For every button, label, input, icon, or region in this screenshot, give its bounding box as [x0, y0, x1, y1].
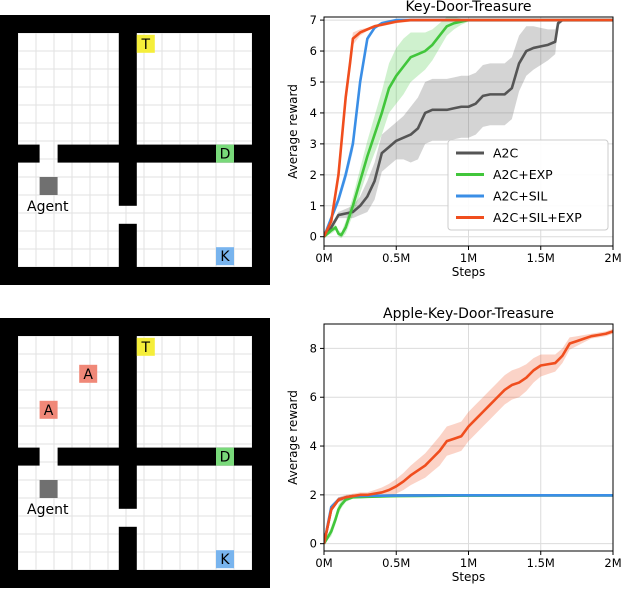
- y-tick-label: 4: [310, 106, 317, 120]
- apple-tile: A: [39, 400, 58, 419]
- chart-title: Key-Door-Treasure: [405, 0, 531, 15]
- x-tick-label: 1M: [460, 556, 477, 570]
- wall-vertical-upper: [118, 318, 137, 509]
- agent-square: [39, 480, 58, 498]
- wall-vertical-lower: [118, 223, 137, 285]
- key-tile-cell: [216, 247, 234, 266]
- door-tile-label: D: [220, 147, 231, 163]
- door-tile-cell: [216, 144, 234, 163]
- apple-tile-label: A: [44, 403, 54, 419]
- plot-area: [324, 328, 613, 545]
- wall-horizontal-left: [0, 144, 40, 163]
- ticks: 0M 0.5M 1M 1.5M 2M 0 2 4 6 8: [310, 341, 622, 570]
- treasure-tile-cell: [136, 337, 155, 356]
- x-tick-label: 0M: [315, 556, 332, 570]
- apple-tile-cell: [79, 364, 98, 383]
- y-tick-label: 0: [310, 230, 317, 244]
- legend-label: A2C: [493, 146, 519, 161]
- treasure-tile-label: T: [141, 340, 151, 356]
- y-tick-label: 8: [310, 341, 317, 355]
- agent-label: Agent: [27, 199, 69, 215]
- x-axis-label: Steps: [452, 265, 486, 279]
- wall-horizontal-right: [57, 447, 270, 466]
- door-tile: D: [216, 144, 234, 163]
- door-tile-cell: [216, 447, 234, 466]
- agent-label: Agent: [27, 502, 69, 518]
- key-tile-cell: [216, 550, 234, 569]
- treasure-tile-cell: [136, 34, 155, 53]
- key-tile-label: K: [220, 552, 230, 568]
- agent: Agent: [27, 480, 69, 518]
- wall-horizontal-right: [57, 144, 270, 163]
- legend-box: [447, 139, 609, 231]
- wall-vertical-upper: [118, 15, 137, 206]
- door-tile: D: [216, 447, 234, 466]
- wall-horizontal-left: [0, 447, 40, 466]
- x-tick-label: 0.5M: [382, 556, 410, 570]
- y-axis-label: Average reward: [286, 390, 300, 485]
- treasure-tile-label: T: [141, 37, 151, 53]
- agent-square: [39, 177, 58, 195]
- grid-map-key-door-treasure: T D K Agent: [0, 15, 270, 285]
- y-tick-label: 6: [310, 44, 317, 58]
- y-tick-label: 4: [310, 439, 317, 453]
- x-tick-label: 1M: [460, 251, 477, 265]
- x-tick-label: 2M: [604, 251, 621, 265]
- walls: [0, 15, 270, 285]
- apple-tile: A: [79, 364, 98, 383]
- series-line-a2c-sil-exp: [324, 330, 613, 544]
- agent: Agent: [27, 177, 69, 215]
- y-tick-label: 2: [310, 488, 317, 502]
- chart-apple-key-door-treasure: 0M 0.5M 1M 1.5M 2M 0 2 4 6 8 Apple-Key-Door-Treasu…: [286, 306, 622, 584]
- legend-label: A2C+SIL+EXP: [493, 210, 582, 225]
- series-band-a2c: [324, 18, 613, 237]
- y-axis-label: Average reward: [286, 84, 300, 179]
- legend-label: A2C+SIL: [493, 189, 547, 204]
- x-tick-label: 0M: [315, 251, 332, 265]
- legend: A2C A2C+EXP A2C+SIL A2C+SIL+EXP: [447, 139, 609, 231]
- series-band-a2c-exp: [324, 17, 613, 239]
- y-tick-label: 5: [310, 75, 317, 89]
- series-band-a2c-sil-exp: [324, 328, 613, 544]
- series-line-a2c-sil-exp: [324, 18, 613, 238]
- x-tick-label: 0.5M: [382, 251, 410, 265]
- wall-vertical-lower: [118, 526, 137, 588]
- chart-title: Apple-Key-Door-Treasure: [383, 306, 554, 322]
- x-tick-label: 2M: [604, 556, 621, 570]
- key-tile: K: [216, 550, 234, 569]
- key-tile-label: K: [220, 249, 230, 265]
- y-tick-label: 6: [310, 390, 317, 404]
- chart-key-door-treasure: 0M 0.5M 1M 1.5M 2M 0 1 2 3 4 5 6 7 Key-Door-Treasure S…: [286, 0, 622, 279]
- legend-label: A2C+EXP: [493, 167, 553, 182]
- y-tick-label: 7: [310, 13, 317, 27]
- treasure-tile: T: [136, 34, 155, 53]
- y-tick-label: 2: [310, 168, 317, 182]
- treasure-tile: T: [136, 337, 155, 356]
- x-axis-label: Steps: [452, 570, 486, 584]
- plot-area: [324, 17, 613, 239]
- key-tile: K: [216, 247, 234, 266]
- apple-tile-label: A: [83, 367, 93, 383]
- grid-map-apple-key-door-treasure: T D K A A Agent: [0, 318, 270, 588]
- door-tile-label: D: [220, 450, 231, 466]
- x-tick-label: 1.5M: [527, 251, 555, 265]
- y-tick-label: 0: [310, 537, 317, 551]
- series-line-a2c: [324, 18, 613, 238]
- ticks: 0M 0.5M 1M 1.5M 2M 0 1 2 3 4 5 6 7: [310, 13, 622, 265]
- y-tick-label: 1: [310, 199, 317, 213]
- apple-tile-cell: [39, 400, 58, 419]
- x-tick-label: 1.5M: [527, 556, 555, 570]
- y-tick-label: 3: [310, 137, 317, 151]
